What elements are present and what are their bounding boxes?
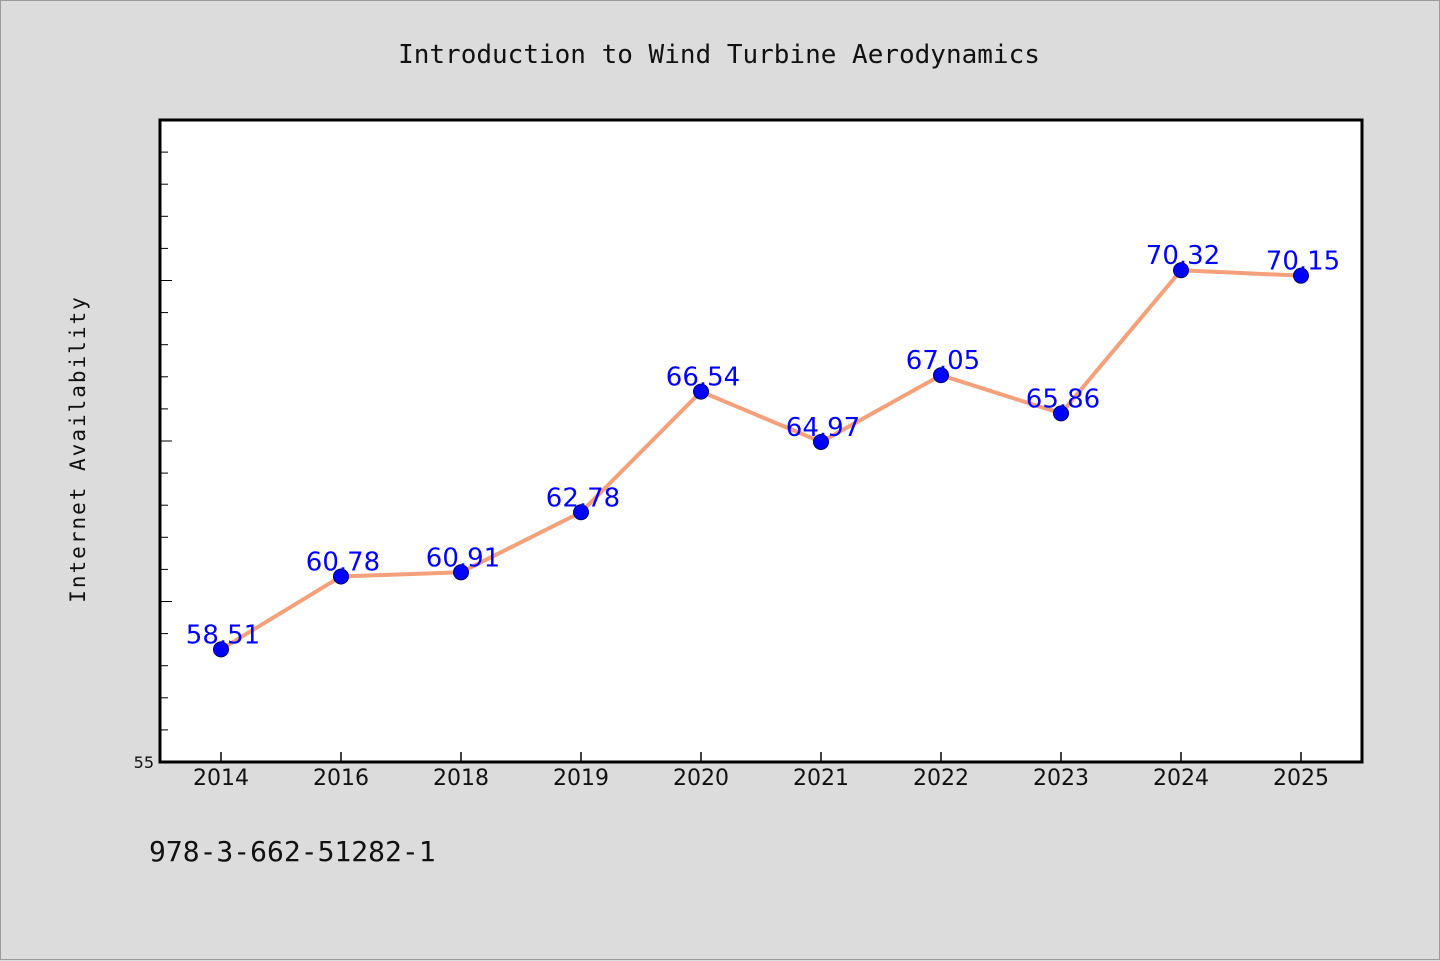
- data-label: 66.54: [666, 363, 740, 393]
- isbn-footer: 978-3-662-51282-1: [149, 835, 436, 868]
- data-point-marker: [693, 383, 709, 400]
- y-axis-ticks: 55: [134, 151, 172, 772]
- data-label: 70.15: [1266, 247, 1340, 277]
- plot-area: [158, 118, 1364, 764]
- data-point-marker: [1173, 262, 1189, 279]
- data-point-marker: [1293, 267, 1309, 284]
- series-line-group: [219, 268, 1303, 652]
- data-label: 70.32: [1146, 241, 1220, 271]
- data-point-marker: [453, 564, 469, 581]
- x-tick-label: 2016: [313, 766, 369, 791]
- data-label: 65.86: [1026, 384, 1100, 414]
- x-tick-label: 2020: [673, 766, 729, 791]
- series-markers: [213, 262, 1309, 658]
- data-point-marker: [813, 433, 829, 450]
- data-point-marker: [333, 568, 349, 585]
- data-labels: 58.51 60.78 60.91 62.78 66.54 64.97 67.05 65.86…: [186, 241, 1340, 650]
- data-label: 67.05: [906, 346, 980, 376]
- x-tick-label: 2014: [193, 766, 249, 791]
- y-tick-label: 55: [134, 753, 154, 772]
- data-point-marker: [1053, 405, 1069, 422]
- data-label: 64.97: [786, 413, 860, 443]
- data-label: 58.51: [186, 620, 260, 650]
- y-axis-label: Internet Availability: [66, 295, 90, 603]
- data-point-marker: [933, 367, 949, 384]
- data-point-marker: [213, 641, 229, 658]
- chart-title: Introduction to Wind Turbine Aerodynamic…: [398, 40, 1040, 70]
- x-tick-label: 2023: [1033, 766, 1089, 791]
- x-tick-label: 2018: [433, 766, 489, 791]
- data-label: 60.91: [426, 543, 500, 573]
- series-line: [219, 268, 1303, 652]
- x-tick-label: 2021: [793, 766, 849, 791]
- x-tick-label: 2024: [1153, 766, 1209, 791]
- data-label: 60.78: [306, 547, 380, 577]
- x-tick-label: 2022: [913, 766, 969, 791]
- x-axis-ticks: 2014 2016 2018 2019 2020 2021 2022 2023 2024 2025: [193, 752, 1329, 791]
- x-tick-label: 2019: [553, 766, 609, 791]
- x-tick-label: 2025: [1273, 766, 1329, 791]
- data-label: 62.78: [546, 483, 620, 513]
- data-point-marker: [573, 504, 589, 521]
